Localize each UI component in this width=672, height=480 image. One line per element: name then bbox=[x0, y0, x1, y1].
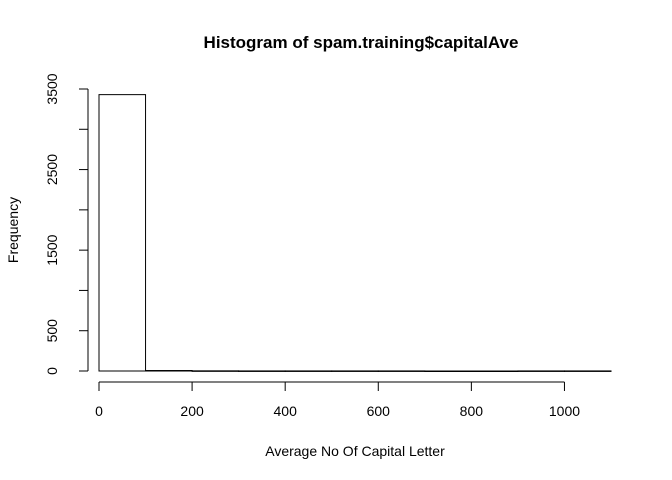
histogram-bar-1 bbox=[146, 371, 193, 372]
histogram-bar-8 bbox=[471, 371, 518, 372]
y-axis-label: Frequency bbox=[5, 197, 21, 263]
histogram-bar-7 bbox=[425, 371, 472, 372]
histogram-bars bbox=[99, 95, 611, 372]
x-tick-label: 0 bbox=[95, 403, 103, 419]
histogram-bar-9 bbox=[518, 371, 565, 372]
histogram-bar-4 bbox=[285, 371, 332, 372]
x-tick-label: 1000 bbox=[549, 403, 580, 419]
y-tick-label: 2500 bbox=[44, 154, 60, 185]
x-tick-label: 800 bbox=[460, 403, 484, 419]
histogram-bar-10 bbox=[564, 371, 611, 372]
histogram-bar-5 bbox=[332, 371, 379, 372]
histogram-bar-6 bbox=[378, 371, 425, 372]
y-tick-label: 3500 bbox=[44, 73, 60, 104]
y-tick-label: 500 bbox=[44, 319, 60, 343]
x-axis-label: Average No Of Capital Letter bbox=[265, 443, 445, 459]
x-tick-label: 400 bbox=[274, 403, 298, 419]
x-tick-label: 200 bbox=[180, 403, 204, 419]
y-axis: 0 500 1500 2500 3500 bbox=[44, 73, 88, 375]
chart-title: Histogram of spam.training$capitalAve bbox=[204, 33, 519, 52]
histogram-bar-2 bbox=[192, 371, 239, 372]
histogram-bar-0 bbox=[99, 95, 146, 371]
x-axis: 0 200 400 600 800 1000 bbox=[95, 382, 580, 419]
histogram-bar-3 bbox=[239, 371, 286, 372]
y-tick-label: 1500 bbox=[44, 234, 60, 265]
y-tick-label: 0 bbox=[44, 367, 60, 375]
x-tick-label: 600 bbox=[367, 403, 391, 419]
